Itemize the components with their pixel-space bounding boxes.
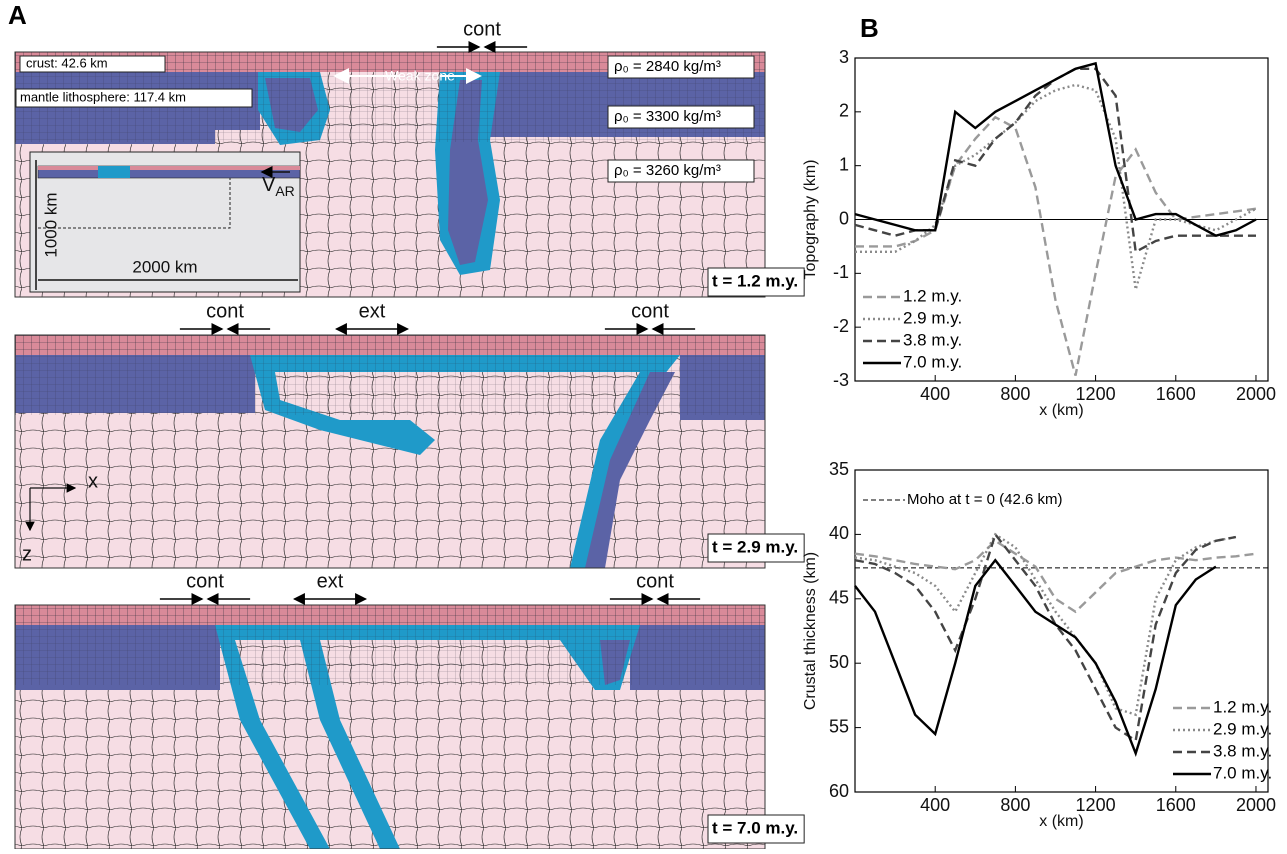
y-tick-label: 50 <box>829 652 849 672</box>
arrow-label: ext <box>359 300 386 322</box>
crust-label: crust: 42.6 km <box>26 55 108 70</box>
y-tick-label: 45 <box>829 588 849 608</box>
y-tick-label: -2 <box>833 316 849 336</box>
legend-label: 7.0 m.y. <box>903 352 962 371</box>
legend-label: 3.8 m.y. <box>1213 741 1272 760</box>
y-axis-label: Topography (km) <box>802 159 819 279</box>
arrow-label: cont <box>463 18 501 40</box>
legend-label: 7.0 m.y. <box>1213 763 1272 782</box>
time-label: t = 1.2 m.y. <box>712 271 798 290</box>
arrow-label: cont <box>186 570 224 592</box>
x-tick-label: 1600 <box>1156 384 1196 404</box>
weak-zone-label: Weak zone <box>385 68 455 84</box>
y-axis-label: Crustal thickness (km) <box>802 552 819 710</box>
y-tick-label: 1 <box>839 154 849 174</box>
x-axis-label: x (km) <box>1039 813 1083 830</box>
legend-label: 2.9 m.y. <box>903 308 962 327</box>
snapshot: x z <box>14 334 766 569</box>
time-box <box>707 533 805 563</box>
lithosphere-label: mantle lithosphere: 117.4 km <box>20 89 186 104</box>
series-line <box>854 61 1257 237</box>
density-label: ρ₀ = 2840 kg/m³ <box>614 58 721 75</box>
x-tick-label: 800 <box>1000 384 1030 404</box>
inset-depth-label: 1000 km <box>41 192 60 257</box>
y-tick-label: -3 <box>833 370 849 390</box>
arrow-label: cont <box>631 300 669 322</box>
axis-symbol: z <box>22 543 32 565</box>
series-line <box>855 83 1257 290</box>
y-tick-label: 0 <box>839 208 849 228</box>
x-tick-label: 1200 <box>1076 384 1116 404</box>
density-label: ρ₀ = 3300 kg/m³ <box>614 108 721 125</box>
legend-label: 3.8 m.y. <box>903 330 962 349</box>
y-tick-label: 2 <box>839 101 849 121</box>
x-tick-label: 400 <box>920 384 950 404</box>
series-line <box>854 531 1237 743</box>
panel-label: A <box>8 0 27 30</box>
legend-label: 2.9 m.y. <box>1213 719 1272 738</box>
x-tick-label: 400 <box>920 795 950 815</box>
legend-label: 1.2 m.y. <box>903 286 962 305</box>
snapshot: crust: 42.6 km mantle lithosphere: 117.4… <box>14 51 766 298</box>
time-box <box>707 267 805 297</box>
y-tick-label: 60 <box>829 781 849 801</box>
snapshot <box>14 604 766 850</box>
y-tick-label: 55 <box>829 716 849 736</box>
y-tick-label: 40 <box>829 523 849 543</box>
series-line <box>855 115 1257 376</box>
time-box <box>707 814 805 844</box>
arrow-label: cont <box>636 570 674 592</box>
y-tick-label: 35 <box>829 459 849 479</box>
x-tick-label: 1600 <box>1156 795 1196 815</box>
time-label: t = 2.9 m.y. <box>712 537 798 556</box>
arrow-label: cont <box>206 300 244 322</box>
legend-label: 1.2 m.y. <box>1213 697 1272 716</box>
panel-label: B <box>860 13 879 43</box>
density-label: ρ₀ = 3260 kg/m³ <box>614 162 721 179</box>
velocity-label: VAR <box>262 174 295 198</box>
time-label: t = 7.0 m.y. <box>712 818 798 837</box>
axis-symbol: x <box>88 470 98 492</box>
x-tick-label: 1200 <box>1076 795 1116 815</box>
y-tick-label: 3 <box>839 47 849 67</box>
y-tick-label: -1 <box>833 262 849 282</box>
series-line <box>854 532 1237 717</box>
velocity-symbol: V <box>262 174 276 196</box>
plot-frame <box>854 469 1269 793</box>
x-tick-label: 800 <box>1000 795 1030 815</box>
x-tick-label: 2000 <box>1236 795 1276 815</box>
inset-width-label: 2000 km <box>132 257 197 276</box>
x-tick-label: 2000 <box>1236 384 1276 404</box>
x-axis-label: x (km) <box>1039 402 1083 419</box>
series-line <box>854 539 1257 614</box>
velocity-subscript: AR <box>275 183 294 199</box>
series-line <box>854 558 1217 758</box>
reference-label: Moho at t = 0 (42.6 km) <box>907 491 1063 508</box>
arrow-label: ext <box>317 570 344 592</box>
